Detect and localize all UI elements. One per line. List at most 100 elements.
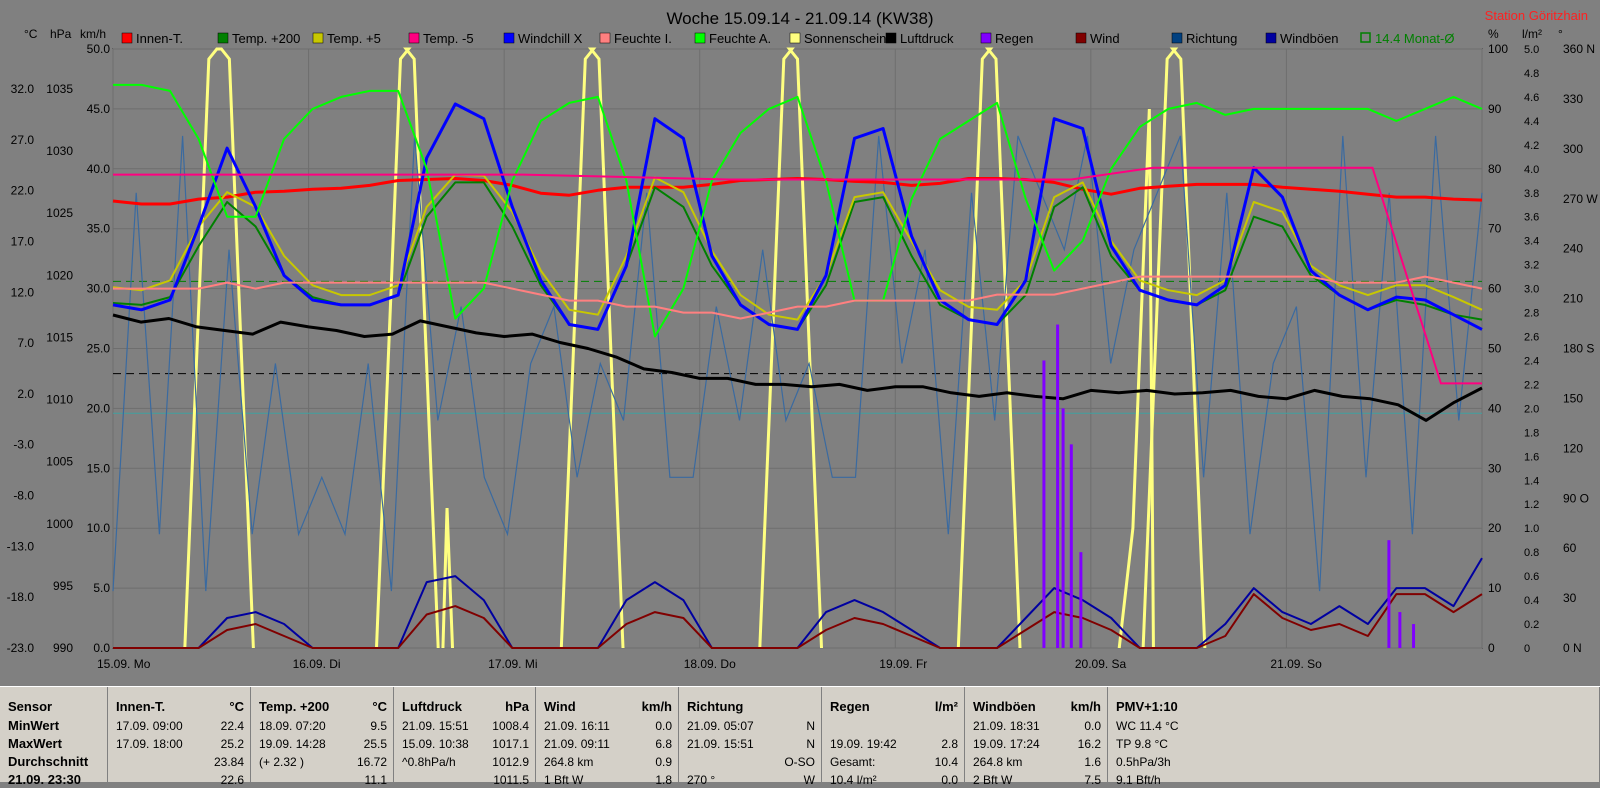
tick-degc: -23.0 [7, 641, 35, 655]
tick-lm2: 1.4 [1524, 475, 1539, 487]
series-temp-5 [112, 173, 1483, 321]
tick-lm2: 4.4 [1524, 116, 1539, 128]
stats-cell-label: 18.09. 07:20 [259, 719, 326, 733]
stats-cell-value: 0.0 [1084, 719, 1101, 733]
stats-cell-label: 19.09. 17:24 [973, 737, 1040, 751]
stats-row [830, 718, 958, 734]
tick-x: 19.09. Fr [879, 657, 927, 671]
stats-cell-value: 6.8 [655, 737, 672, 751]
stats-cell-value: 1.8 [655, 773, 672, 787]
stats-cell-label: 19.09. 14:28 [259, 737, 326, 751]
tick-dir: 150 [1563, 391, 1583, 405]
tick-degc: 12.0 [11, 285, 35, 299]
stats-cell-label: MinWert [8, 718, 60, 733]
stats-col-richtung: Richtung 21.09. 05:07 N 21.09. 15:51 N O-SO 27… [679, 687, 822, 787]
stats-row: 1 Bft W 1.8 [544, 772, 672, 788]
stats-cell-label: 21.09. 23:30 [8, 772, 82, 787]
tick-pct: 10 [1488, 581, 1502, 595]
stats-header-label: Luftdruck [402, 699, 462, 714]
stats-col-pmv: PMV+1:10 WC 11.4 °C TP 9.8 °C 0.5hPa/3h 9.1 … [1108, 687, 1600, 787]
tick-lm2: 2.0 [1524, 403, 1539, 415]
stats-header-label: Sensor [8, 699, 53, 714]
stats-header-unit: km/h [641, 699, 672, 714]
rain-bar [1387, 540, 1391, 648]
stats-col-regen: Regen l/m² 19.09. 19:42 2.8 Gesamt: 10.4 10.4 … [822, 687, 965, 787]
tick-degc: 32.0 [11, 82, 35, 96]
stats-cell-label: MaxWert [8, 736, 62, 751]
tick-pct: 100 [1488, 42, 1508, 56]
legend-swatch [789, 32, 801, 44]
stats-row: 21.09. 18:31 0.0 [973, 718, 1101, 734]
weather-chart: Woche 15.09.14 - 21.09.14 (KW38) Station … [7, 8, 1599, 671]
stats-row: 264.8 km 0.9 [544, 754, 672, 770]
stats-row: 21.09. 23:30 [8, 772, 101, 788]
axis-label-dir: ° [1558, 27, 1563, 41]
legend-label: Feuchte A. [709, 31, 771, 46]
axis-label-pct: % [1488, 27, 1499, 41]
stats-cell-value: O-SO [784, 755, 815, 769]
tick-lm2: 3.4 [1524, 236, 1539, 248]
tick-degc: -3.0 [13, 438, 34, 452]
stats-cell-label: 21.09. 09:11 [544, 737, 610, 751]
tick-x: 15.09. Mo [97, 657, 151, 671]
stats-cell-label: TP 9.8 °C [1116, 737, 1168, 751]
tick-degc: 22.0 [11, 184, 35, 198]
stats-cell-value: 22.4 [220, 719, 244, 733]
stats-col-temp200: Temp. +200 °C 18.09. 07:20 9.5 19.09. 14:28 2… [251, 687, 394, 787]
stats-row: 264.8 km 1.6 [973, 754, 1101, 770]
stats-cell-value: 16.72 [356, 755, 387, 769]
tick-kmh: 45.0 [87, 102, 111, 116]
legend-swatch [503, 32, 515, 44]
rain-bar [1061, 408, 1065, 648]
tick-kmh: 50.0 [87, 42, 111, 56]
tick-pct: 0 [1488, 641, 1495, 655]
stats-row: 0.5hPa/3h [1116, 754, 1593, 770]
stats-cell-value: 0.0 [941, 773, 958, 787]
stats-col-boeen: Windböen km/h 21.09. 18:31 0.0 19.09. 17:24 1… [965, 687, 1108, 787]
stats-cell-label: 19.09. 19:42 [830, 737, 897, 751]
tick-lm2: 1.6 [1524, 451, 1539, 463]
legend-swatch [1265, 32, 1277, 44]
sunshine-line [956, 47, 1022, 649]
tick-dir: 240 [1563, 242, 1583, 256]
stats-cell-label: 2 Bft W [973, 773, 1013, 787]
stats-header: Windböen km/h [973, 699, 1101, 715]
stats-header-unit: hPa [505, 699, 529, 714]
stats-cell-value: 7.5 [1084, 773, 1101, 787]
tick-dir: 300 [1563, 142, 1583, 156]
stats-row: 17.09. 09:00 22.4 [116, 718, 244, 734]
tick-kmh: 5.0 [93, 581, 110, 595]
stats-row: WC 11.4 °C [1116, 718, 1593, 734]
tick-dir: 330 [1563, 92, 1583, 106]
legend-label: Windböen [1280, 31, 1339, 46]
legend-swatch [217, 32, 229, 44]
tick-dir: 180 S [1563, 342, 1594, 356]
stats-row: 22.6 [116, 772, 244, 788]
tick-dir: 360 N [1563, 42, 1595, 56]
tick-dir: 30 [1563, 591, 1577, 605]
tick-lm2: 0.2 [1524, 619, 1539, 631]
stats-cell-label: 17.09. 09:00 [116, 719, 183, 733]
stats-row: 19.09. 17:24 16.2 [973, 736, 1101, 752]
stats-header-label: Wind [544, 699, 576, 714]
stats-cell-value: W [803, 773, 815, 787]
legend-label: Temp. -5 [423, 31, 474, 46]
legend-swatch [980, 32, 992, 44]
stats-cell-value: N [806, 719, 815, 733]
stats-col-druck: Luftdruck hPa 21.09. 15:51 1008.4 15.09. 10:… [394, 687, 536, 787]
stats-cell-label: 10.4 l/m² [830, 773, 877, 787]
tick-hpa: 1030 [46, 144, 73, 158]
stats-header-unit: °C [372, 699, 387, 714]
legend-swatch [1075, 32, 1087, 44]
tick-kmh: 25.0 [87, 342, 111, 356]
sunshine-line [1117, 108, 1155, 649]
legend-swatch [121, 32, 133, 44]
legend-label: Wind [1090, 31, 1120, 46]
stats-header-label: Windböen [973, 699, 1036, 714]
stats-row: TP 9.8 °C [1116, 736, 1593, 752]
stats-row: 21.09. 05:07 N [687, 718, 815, 734]
tick-kmh: 20.0 [87, 401, 111, 415]
stats-cell-value: 11.1 [364, 773, 387, 787]
tick-lm2: 5.0 [1524, 44, 1539, 56]
legend-label: Temp. +200 [232, 31, 300, 46]
